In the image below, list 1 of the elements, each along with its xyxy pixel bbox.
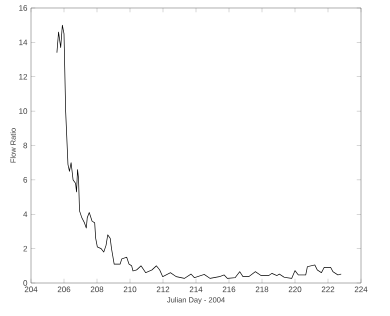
line-series xyxy=(56,24,342,279)
